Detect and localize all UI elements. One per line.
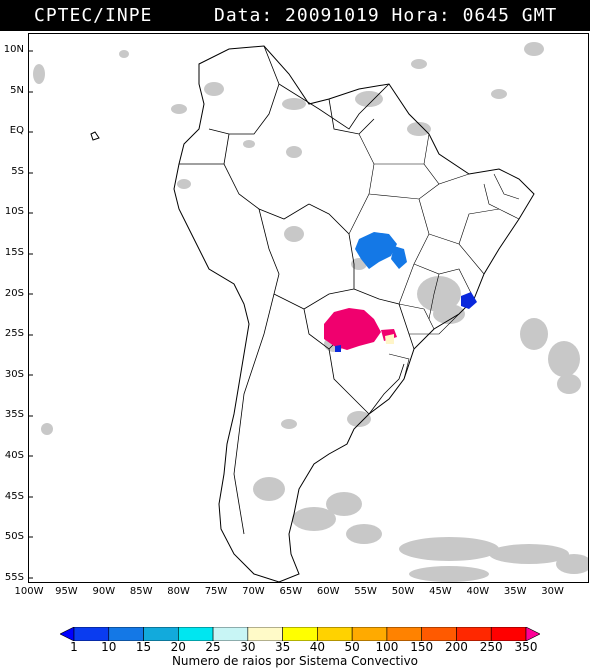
lat-label: 55S <box>4 571 24 583</box>
legend-tick-label: 30 <box>240 640 256 654</box>
legend-swatch <box>525 627 540 641</box>
lat-label: 15S <box>4 247 24 258</box>
legend-tick-label: 10 <box>101 640 117 654</box>
country-borders <box>179 45 415 535</box>
lon-label: 30W <box>541 586 564 597</box>
legend-tick-label: 250 <box>479 640 503 654</box>
legend-swatch <box>456 627 492 641</box>
legend-tick-label: 150 <box>410 640 434 654</box>
legend-tick-label: 350 <box>514 640 538 654</box>
legend-swatch <box>421 627 457 641</box>
lon-label: 100W <box>14 586 44 597</box>
legend-swatch <box>282 627 318 641</box>
lat-ticks <box>29 50 33 579</box>
convective-systems <box>324 232 477 352</box>
legend-tick-label: 25 <box>205 640 221 654</box>
lat-label: 50S <box>4 531 24 543</box>
legend-swatch <box>212 627 249 641</box>
lon-label: 65W <box>279 586 303 597</box>
lon-label: 35W <box>503 586 527 597</box>
lon-label: 70W <box>242 586 265 597</box>
lat-label: 10N <box>3 44 24 55</box>
legend-tick-label: 1 <box>70 640 78 654</box>
legend-tick-label: 50 <box>344 640 360 654</box>
legend-swatch <box>317 627 353 641</box>
legend-tick-label: 40 <box>309 640 326 654</box>
lat-label: 5S <box>11 165 24 177</box>
cloud-cover <box>33 42 588 582</box>
legend-colorbar <box>60 627 540 641</box>
legend-tick-label: 20 <box>170 640 186 654</box>
lat-label: 35S <box>4 409 24 421</box>
lon-label: 55W <box>354 586 377 597</box>
lon-label: 75W <box>204 586 228 597</box>
lat-label: 30S <box>4 368 24 380</box>
legend-swatch <box>108 627 144 641</box>
lon-label: 50W <box>391 586 415 597</box>
legend-tick-label: 15 <box>135 640 152 654</box>
lon-label: 45W <box>429 586 452 597</box>
coastlines <box>90 45 535 582</box>
legend-swatch <box>247 627 283 641</box>
legend-swatch <box>178 627 214 641</box>
lat-label: 10S <box>4 206 24 218</box>
lat-label: 5N <box>10 84 24 96</box>
lightning-map[interactable] <box>28 33 589 583</box>
legend-swatch <box>351 627 388 641</box>
lon-label: 40W <box>466 586 490 597</box>
legend-caption: Numero de raios por Sistema Convectivo <box>171 654 419 668</box>
date-time-label: Data: 20091019 Hora: 0645 GMT <box>214 5 558 26</box>
lightning-color-legend <box>60 627 540 641</box>
legend-swatch <box>386 627 422 641</box>
south-america-map <box>29 42 588 582</box>
legend-swatch <box>143 627 179 641</box>
lon-label: 95W <box>55 586 78 597</box>
lat-label: 25S <box>4 328 24 340</box>
storm-cluster-paraguay <box>324 308 381 350</box>
lon-label: 90W <box>92 586 116 597</box>
legend-swatch <box>490 627 527 641</box>
lat-label: 40S <box>4 450 24 461</box>
organization-label: CPTEC/INPE <box>34 5 153 26</box>
storm-cluster-rio <box>461 292 477 309</box>
lon-label: 80W <box>167 586 190 597</box>
legend-swatch <box>73 627 110 641</box>
state-borders <box>348 133 520 380</box>
legend-tick-label: 35 <box>274 640 291 654</box>
legend-swatch <box>60 627 75 641</box>
lon-label: 60W <box>316 586 340 597</box>
storm-cluster-central-brazil <box>355 232 397 269</box>
lat-label: 20S <box>4 287 24 299</box>
legend-tick-label: 100 <box>375 640 399 654</box>
legend-tick-label: 200 <box>445 640 468 654</box>
lat-label: EQ <box>9 125 24 137</box>
lat-label: 45S <box>4 490 24 502</box>
lon-label: 85W <box>129 586 153 597</box>
map-header: CPTEC/INPE Data: 20091019 Hora: 0645 GMT <box>0 0 590 31</box>
